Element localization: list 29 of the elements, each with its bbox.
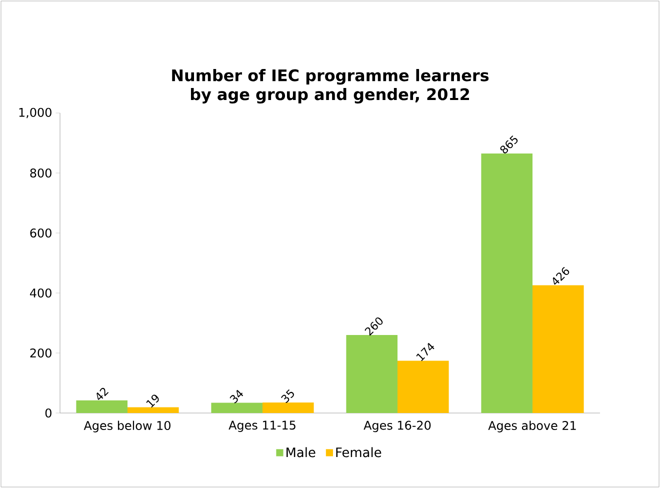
y-tick-label: 1,000 (19, 108, 52, 118)
data-label: 35 (281, 389, 294, 404)
chart-title: Number of IEC programme learners by age group and gender, 2012 (172, 69, 489, 104)
bar (532, 285, 584, 413)
data-label: 174 (416, 342, 434, 362)
bar (76, 400, 128, 413)
data-label: 260 (364, 317, 383, 336)
legend-label: Female (336, 447, 382, 458)
x-tick-label: Ages above 21 (488, 420, 576, 432)
bar (398, 360, 449, 413)
y-tick-label: 800 (30, 168, 52, 178)
data-label: 426 (552, 267, 570, 285)
y-tick-label: 0 (45, 408, 52, 418)
y-tick-label: 200 (30, 348, 52, 358)
bar (128, 407, 179, 413)
data-label: 42 (96, 388, 109, 400)
x-tick-label: Ages 11-15 (228, 420, 296, 432)
y-tick-label: 400 (30, 288, 52, 298)
x-tick-label: Ages 16-20 (364, 420, 431, 432)
bar (262, 402, 314, 413)
legend-label: Male (286, 447, 316, 458)
bar (211, 402, 262, 413)
bar (481, 153, 533, 413)
bar (346, 335, 398, 413)
data-label: 34 (230, 390, 244, 404)
y-tick-label: 600 (30, 228, 52, 238)
data-label: 865 (500, 135, 518, 154)
x-tick-label: Ages below 10 (84, 420, 170, 432)
data-label: 19 (146, 394, 159, 408)
